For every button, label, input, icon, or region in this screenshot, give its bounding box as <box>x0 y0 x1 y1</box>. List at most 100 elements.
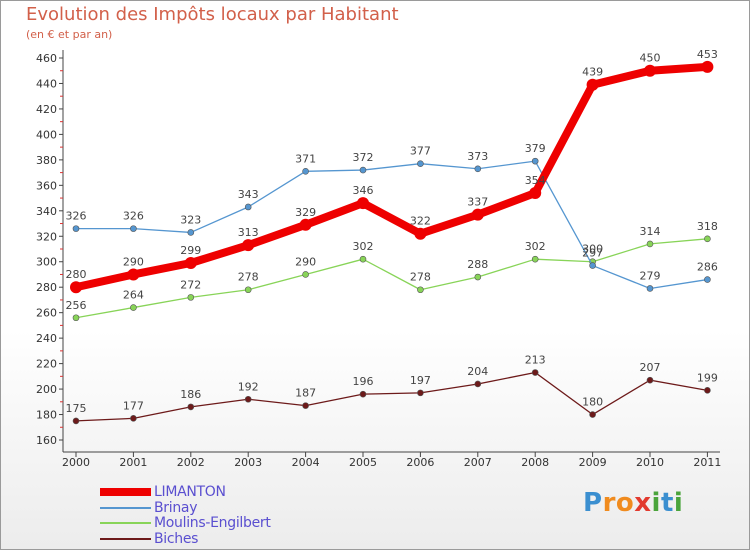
data-label: 196 <box>353 375 374 388</box>
data-point <box>417 286 424 294</box>
logo-letter: r <box>602 488 616 518</box>
data-point <box>130 225 137 232</box>
legend-item-moulins-engilbert: Moulins-Engilbert <box>100 515 271 531</box>
chart-title: Evolution des Impôts locaux par Habitant <box>26 4 399 25</box>
data-point <box>474 273 482 281</box>
legend-label-limanton: LIMANTON <box>154 484 226 500</box>
data-label: 300 <box>582 243 603 256</box>
y-tick-label: 200 <box>36 383 57 396</box>
data-label: 180 <box>582 396 603 409</box>
y-tick-label: 460 <box>36 52 57 65</box>
data-point <box>187 403 195 411</box>
data-label: 197 <box>410 374 431 387</box>
proxiti-logo: Proxiti <box>583 488 683 518</box>
data-label: 326 <box>123 210 144 223</box>
legend-item-limanton: LIMANTON <box>100 484 226 500</box>
y-tick-label: 220 <box>36 358 57 371</box>
legend-label-moulins-engilbert: Moulins-Engilbert <box>154 515 271 531</box>
y-tick-label: 260 <box>36 307 57 320</box>
data-point <box>589 262 596 269</box>
data-label: 372 <box>353 151 374 164</box>
data-point <box>130 415 137 422</box>
data-label: 207 <box>640 361 661 374</box>
data-label: 322 <box>410 215 431 228</box>
data-point <box>646 240 654 248</box>
data-point <box>586 78 599 91</box>
x-tick-label: 2006 <box>406 456 434 469</box>
data-label: 213 <box>525 354 546 367</box>
data-point <box>70 281 82 294</box>
logo-letter: i <box>673 488 684 518</box>
y-tick-label: 420 <box>36 103 57 116</box>
y-tick-label: 240 <box>36 332 57 345</box>
legend-label-biches: Biches <box>154 531 199 547</box>
data-label: 186 <box>180 388 201 401</box>
data-label: 439 <box>582 66 603 79</box>
data-label: 278 <box>410 271 431 284</box>
data-label: 373 <box>467 150 488 163</box>
legend-item-brinay: Brinay <box>100 500 197 516</box>
data-label: 379 <box>525 142 546 155</box>
data-label: 377 <box>410 145 431 158</box>
data-point <box>589 411 596 418</box>
data-point <box>302 271 309 278</box>
data-label: 256 <box>66 299 87 312</box>
data-label: 302 <box>353 240 374 253</box>
data-point <box>72 314 80 322</box>
data-label: 278 <box>238 271 259 284</box>
data-point <box>474 165 482 173</box>
legend-swatch-moulins-engilbert <box>100 522 151 524</box>
series-line-limanton <box>72 62 712 292</box>
legend-item-biches: Biches <box>100 531 198 547</box>
x-tick-label: 2003 <box>234 456 262 469</box>
series-line-biches <box>75 371 709 422</box>
data-point <box>299 218 312 231</box>
data-point <box>130 304 137 311</box>
data-point <box>531 369 539 376</box>
x-tick-label: 2009 <box>579 456 607 469</box>
data-point <box>646 285 654 292</box>
y-tick-label: 280 <box>36 281 57 294</box>
data-point <box>187 294 195 301</box>
legend-swatch-limanton <box>100 488 151 496</box>
series-line-moulins-engilbert <box>75 238 709 319</box>
data-label: 343 <box>238 188 259 201</box>
data-point <box>701 60 714 73</box>
legend-swatch-biches <box>100 538 151 540</box>
y-tick-label: 320 <box>36 230 57 243</box>
data-label: 453 <box>697 48 718 61</box>
data-label: 290 <box>295 255 316 268</box>
data-label: 187 <box>295 387 316 400</box>
data-point <box>242 239 255 252</box>
data-label: 314 <box>640 225 661 238</box>
data-label: 337 <box>467 196 488 209</box>
y-tick-label: 360 <box>36 179 57 192</box>
data-point <box>302 168 309 175</box>
x-tick-label: 2005 <box>349 456 377 469</box>
data-label: 450 <box>640 52 661 65</box>
data-label: 326 <box>66 210 87 223</box>
data-label: 313 <box>238 226 259 239</box>
data-point <box>187 229 195 236</box>
data-label: 175 <box>66 402 87 415</box>
data-point <box>244 395 252 403</box>
data-label: 192 <box>238 380 259 393</box>
data-point <box>704 387 711 394</box>
y-tick-label: 440 <box>36 77 57 90</box>
data-label: 286 <box>697 261 718 274</box>
data-label: 346 <box>353 184 374 197</box>
data-point <box>417 160 424 167</box>
data-point <box>471 208 484 221</box>
data-label: 288 <box>467 258 488 271</box>
data-label: 279 <box>640 269 661 282</box>
data-point <box>357 197 369 210</box>
x-tick-label: 2001 <box>119 456 147 469</box>
y-tick-label: 180 <box>36 409 57 422</box>
y-tick-label: 300 <box>36 256 57 269</box>
legend-label-brinay: Brinay <box>154 500 198 516</box>
x-tick-label: 2002 <box>177 456 205 469</box>
data-label: 290 <box>123 255 144 268</box>
data-point <box>184 257 197 270</box>
data-point <box>414 227 427 240</box>
data-point <box>646 376 654 384</box>
